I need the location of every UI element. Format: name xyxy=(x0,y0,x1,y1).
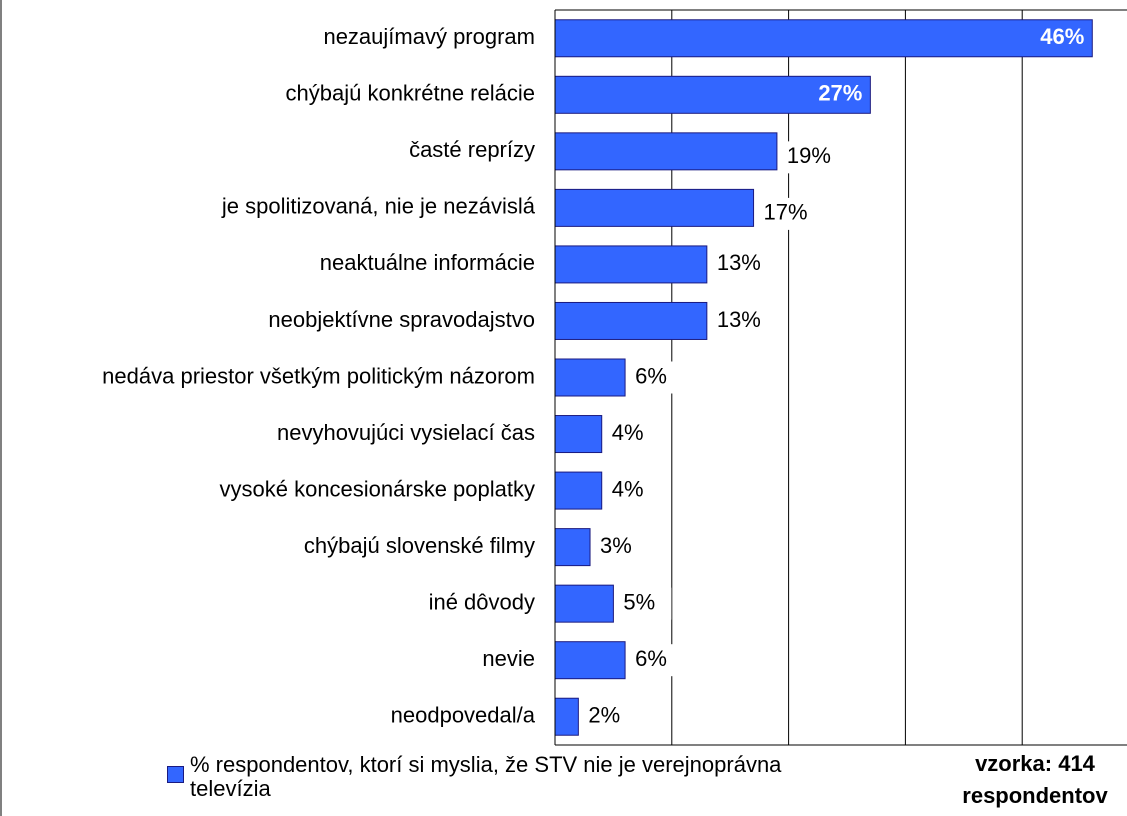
value-label-bg xyxy=(759,197,812,230)
bar xyxy=(554,697,579,736)
y-tick-label: nedáva priestor všetkým politickým názor… xyxy=(102,363,535,388)
value-label: 27% xyxy=(818,81,862,106)
value-label: 3% xyxy=(600,533,632,558)
value-label-bg xyxy=(712,304,765,337)
value-label-bg xyxy=(712,248,765,281)
y-tick-label: neodpovedal/a xyxy=(391,703,536,728)
bar xyxy=(554,358,626,397)
value-label: 5% xyxy=(623,589,655,614)
y-tick-label: iné dôvody xyxy=(429,589,535,614)
value-label: 2% xyxy=(588,703,620,728)
value-label: 6% xyxy=(635,646,667,671)
bar xyxy=(554,188,755,227)
bar xyxy=(554,641,626,680)
value-label-bg xyxy=(607,418,660,451)
value-label: 13% xyxy=(717,250,761,275)
legend-swatch xyxy=(167,766,184,783)
bar xyxy=(554,132,778,171)
value-label-bg xyxy=(631,361,684,394)
bar xyxy=(554,245,708,284)
bar xyxy=(554,19,1093,58)
value-label: 19% xyxy=(787,143,831,168)
y-tick-label: nezaujímavý program xyxy=(323,24,535,49)
annotation: vzorka: 414 respondentov xyxy=(962,751,1108,808)
value-label: 17% xyxy=(764,200,808,225)
bar xyxy=(554,301,708,340)
legend-label: % respondentov, ktorí si myslia, že STV … xyxy=(190,752,782,801)
value-label-bg xyxy=(619,587,672,620)
bar xyxy=(554,415,603,454)
y-tick-label: nevie xyxy=(482,646,535,671)
value-label: 13% xyxy=(717,307,761,332)
y-tick-label: chýbajú konkrétne relácie xyxy=(286,81,535,106)
y-tick-label: vysoké koncesionárske poplatky xyxy=(220,476,536,501)
value-label: 46% xyxy=(1040,24,1084,49)
y-tick-label: nevyhovujúci vysielací čas xyxy=(277,420,535,445)
y-tick-label: neobjektívne spravodajstvo xyxy=(268,307,535,332)
value-label: 4% xyxy=(612,420,644,445)
y-tick-label: neaktuálne informácie xyxy=(320,250,535,275)
bar xyxy=(554,471,603,510)
value-label-bg xyxy=(607,474,660,507)
value-label-bg xyxy=(631,644,684,677)
value-label-bg xyxy=(596,531,649,564)
value-label-bg xyxy=(782,141,835,174)
bar xyxy=(554,584,614,623)
value-label-bg xyxy=(584,700,637,733)
value-label: 6% xyxy=(635,363,667,388)
y-tick-label: chýbajú slovenské filmy xyxy=(304,533,535,558)
bar xyxy=(554,528,591,567)
y-tick-label: časté reprízy xyxy=(409,137,535,162)
value-label: 4% xyxy=(612,476,644,501)
y-tick-label: je spolitizovaná, nie je nezávislá xyxy=(221,194,536,219)
